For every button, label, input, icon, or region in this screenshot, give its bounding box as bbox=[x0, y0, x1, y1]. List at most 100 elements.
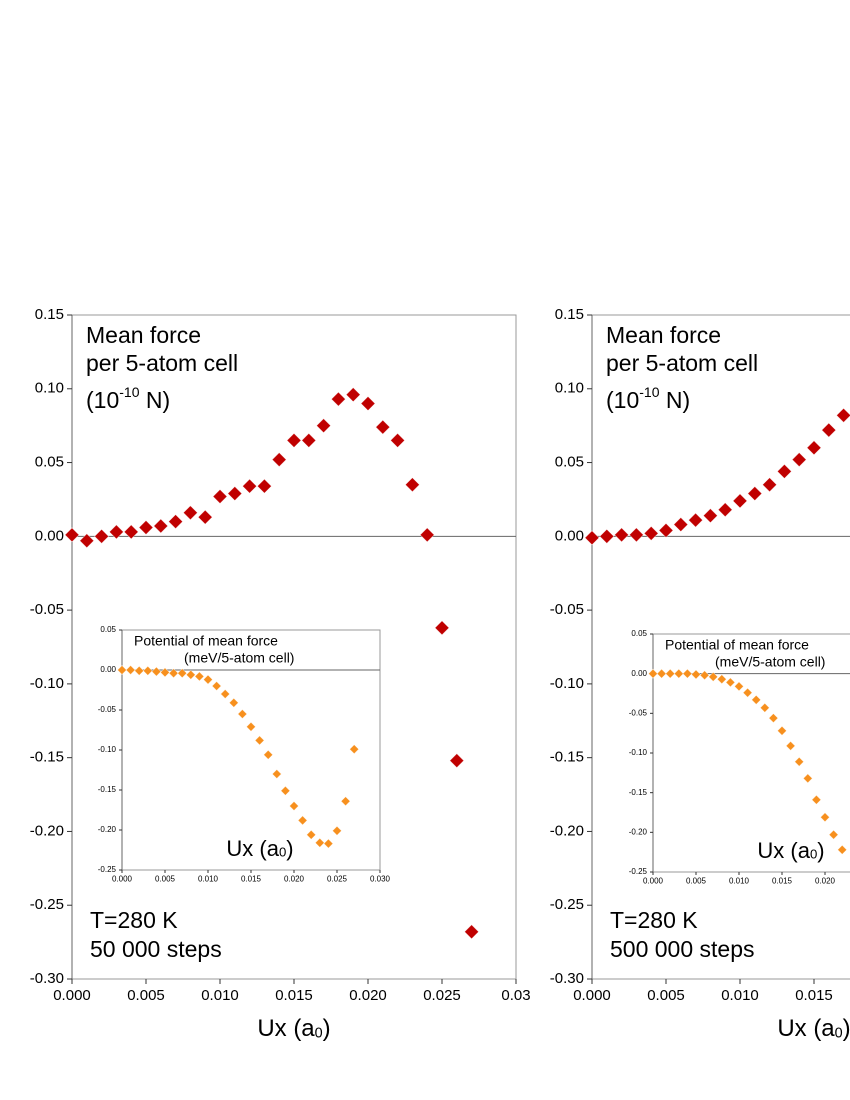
inset-x-axis-label-suffix: ) bbox=[817, 838, 824, 863]
data-point bbox=[673, 517, 689, 532]
unit-exponent: -10 bbox=[119, 384, 139, 400]
data-point bbox=[227, 486, 243, 501]
data-point bbox=[708, 671, 719, 682]
data-point bbox=[360, 396, 376, 411]
data-point bbox=[153, 518, 169, 534]
inset-x-axis-label-subscript: 0 bbox=[810, 847, 817, 862]
plot-frame bbox=[121, 629, 381, 871]
x-tick-label: 0.020 bbox=[815, 877, 836, 886]
unit-base: (10 bbox=[606, 387, 639, 413]
data-point bbox=[203, 674, 213, 685]
x-tick-label: 0.010 bbox=[201, 987, 239, 1004]
y-tick-label: -0.20 bbox=[30, 822, 64, 839]
data-point bbox=[762, 477, 778, 493]
data-point bbox=[776, 463, 792, 479]
x-tick-label: 0.030 bbox=[370, 875, 391, 884]
y-tick-label: 0.15 bbox=[35, 306, 64, 323]
data-point bbox=[419, 527, 435, 543]
x-tick-label: 0.015 bbox=[772, 877, 793, 886]
data-point bbox=[256, 478, 272, 494]
x-tick-label: 0.020 bbox=[349, 987, 387, 1004]
data-point bbox=[142, 665, 153, 676]
data-point bbox=[821, 422, 837, 438]
data-point bbox=[263, 749, 274, 760]
y-tick-label: -0.10 bbox=[30, 675, 64, 692]
data-point bbox=[177, 668, 188, 679]
data-point bbox=[280, 785, 291, 796]
y-tick-label: -0.15 bbox=[629, 788, 648, 797]
data-point bbox=[242, 478, 258, 494]
x-axis-label-suffix: ) bbox=[323, 1015, 331, 1042]
y-tick-label: -0.15 bbox=[30, 749, 64, 766]
unit-base: (10 bbox=[86, 387, 119, 413]
data-point bbox=[323, 838, 334, 849]
x-tick-label: 0.005 bbox=[155, 875, 176, 884]
data-point bbox=[768, 713, 779, 724]
annotation: T=280 K bbox=[610, 907, 698, 933]
x-tick-label: 0.000 bbox=[643, 877, 664, 886]
data-point bbox=[134, 665, 145, 676]
data-point bbox=[345, 387, 361, 403]
y-tick-label: -0.25 bbox=[550, 896, 584, 913]
data-point bbox=[197, 509, 213, 525]
data-point bbox=[628, 527, 644, 543]
data-point bbox=[434, 620, 450, 636]
annotation: 50 000 steps bbox=[90, 936, 222, 962]
y-tick-label: -0.05 bbox=[629, 708, 648, 717]
x-tick-label: 0.005 bbox=[647, 987, 685, 1004]
data-point bbox=[806, 440, 822, 456]
x-tick-label: 0.005 bbox=[127, 987, 165, 1004]
y-tick-label: -0.05 bbox=[30, 601, 64, 618]
y-tick-label: 0.00 bbox=[100, 665, 116, 674]
data-point bbox=[751, 694, 762, 705]
data-point bbox=[828, 829, 839, 840]
data-point bbox=[125, 665, 136, 675]
y-tick-label: 0.00 bbox=[555, 527, 584, 544]
y-tick-label: 0.05 bbox=[100, 625, 116, 634]
data-point bbox=[802, 773, 813, 784]
x-axis-label: Ux (a0) bbox=[777, 1015, 850, 1042]
data-point bbox=[777, 725, 787, 736]
data-point bbox=[614, 527, 630, 543]
data-point bbox=[584, 530, 600, 546]
data-point bbox=[151, 666, 162, 677]
inset-title: Potential of mean force bbox=[665, 637, 809, 653]
y-tick-label: 0.00 bbox=[35, 527, 64, 544]
y-tick-label: 0.10 bbox=[35, 380, 64, 397]
y-axis-label: Mean force bbox=[606, 322, 721, 348]
x-tick-label: 0.025 bbox=[327, 875, 348, 884]
annotation: T=280 K bbox=[90, 907, 178, 933]
y-tick-label: 0.05 bbox=[555, 454, 584, 471]
data-point bbox=[665, 668, 676, 679]
data-point bbox=[108, 524, 124, 540]
inset-x-axis-label-suffix: ) bbox=[286, 836, 293, 861]
y-tick-label: -0.20 bbox=[98, 825, 117, 834]
y-tick-label: -0.25 bbox=[30, 896, 64, 913]
data-point bbox=[725, 677, 736, 688]
y-tick-label: -0.10 bbox=[550, 675, 584, 692]
plot: 0.05 0.00 -0.05 -0.10 -0.15 -0.20 -0.250.000 0.… bbox=[629, 629, 850, 886]
data-point bbox=[390, 432, 406, 448]
y-tick-label: -0.20 bbox=[629, 827, 648, 836]
y-axis-label: per 5-atom cell bbox=[606, 350, 758, 376]
data-point bbox=[123, 524, 139, 540]
data-point bbox=[220, 689, 231, 699]
x-tick-label: 0.025 bbox=[423, 987, 461, 1004]
inset-x-axis-label: Ux (a0) bbox=[226, 836, 293, 861]
y-tick-label: 0.05 bbox=[35, 454, 64, 471]
data-point bbox=[791, 452, 807, 468]
x-tick-label: 0.03 bbox=[501, 987, 530, 1004]
data-point bbox=[286, 432, 302, 448]
data-point bbox=[64, 527, 80, 543]
y-tick-label: -0.10 bbox=[629, 748, 648, 757]
data-point bbox=[316, 418, 332, 434]
x-tick-label: 0.000 bbox=[112, 875, 133, 884]
data-point bbox=[820, 812, 830, 823]
inset-x-axis-label-text: Ux (a bbox=[757, 838, 810, 863]
x-tick-label: 0.010 bbox=[729, 877, 750, 886]
data-point bbox=[682, 668, 693, 679]
data-point bbox=[194, 671, 205, 682]
annotation: 500 000 steps bbox=[610, 936, 755, 962]
y-tick-label: -0.30 bbox=[550, 970, 584, 987]
